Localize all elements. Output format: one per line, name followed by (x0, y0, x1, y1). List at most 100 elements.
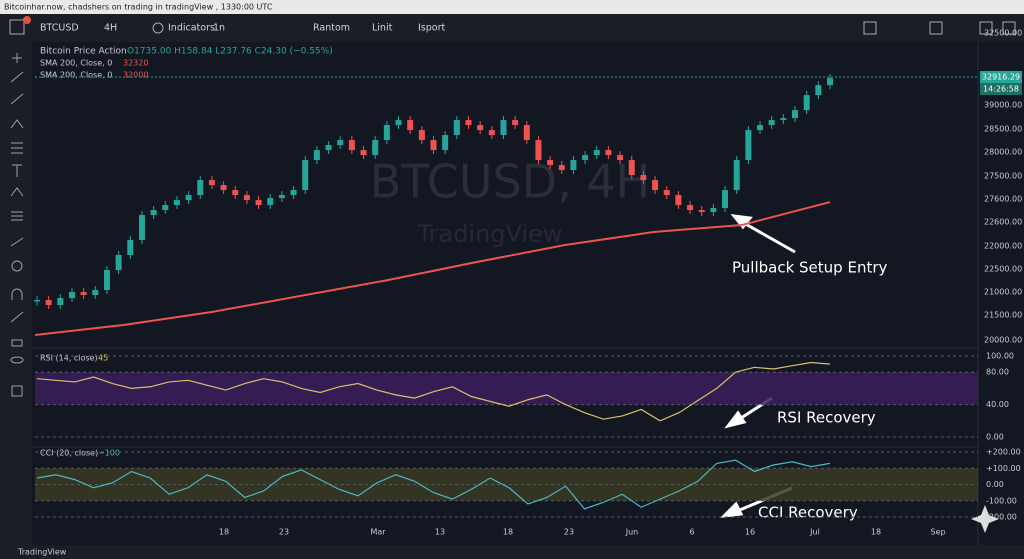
bottom-bar (0, 545, 1024, 559)
countdown: 14:26:58 (983, 85, 1019, 94)
symbol[interactable]: BTCUSD (40, 23, 79, 34)
candle (325, 145, 332, 151)
time-axis-label: 16 (745, 528, 755, 537)
brand: TradingView (17, 548, 67, 557)
indicator-axis-label: 80.00 (986, 368, 1009, 377)
candle (255, 200, 262, 206)
candle (488, 130, 495, 136)
time-axis-label: Mar (370, 528, 386, 537)
sidebar (0, 42, 32, 545)
candle (722, 190, 729, 209)
time-axis-label: 23 (564, 528, 574, 537)
candle (407, 120, 414, 131)
layout-button[interactable] (863, 21, 877, 35)
price-axis-label: 27500.00 (984, 172, 1022, 181)
camera-button[interactable] (979, 21, 993, 35)
watermark-brand: TradingView (416, 220, 562, 248)
candle (558, 165, 565, 171)
candle (150, 210, 157, 216)
candle (360, 150, 367, 156)
time-axis-label: Sep (930, 528, 945, 537)
candle (512, 120, 519, 126)
import-button[interactable]: Isport (418, 23, 445, 34)
time-axis-label: Jul (809, 528, 820, 537)
candle (687, 205, 694, 211)
title-bar (0, 0, 1024, 14)
candle (302, 160, 309, 191)
candle (733, 160, 740, 191)
price-axis-label: 32500.00 (984, 29, 1022, 38)
legend-sma: SMA 200, Close, 0 (40, 71, 112, 80)
time-axis-label: 6 (689, 528, 694, 537)
indicators-button[interactable]: Indicators (168, 23, 215, 34)
candle (547, 160, 554, 166)
last-price: 32916.29 (982, 73, 1020, 82)
limit-button[interactable]: Linit (372, 23, 393, 34)
annotation: Pullback Setup Entry (732, 259, 887, 277)
candle (628, 160, 635, 176)
candle (827, 78, 833, 86)
indicator-axis-label: 40.00 (986, 400, 1009, 409)
candle (395, 120, 402, 126)
tool-icons[interactable] (10, 53, 24, 397)
add-icon (152, 22, 164, 34)
candle (185, 195, 192, 201)
price-axis-label: 39000.00 (984, 101, 1022, 110)
price-axis-label: 21000.00 (984, 288, 1022, 297)
candle (430, 140, 437, 151)
candle (267, 198, 274, 206)
interval[interactable]: 4H (104, 23, 117, 34)
candle (57, 298, 64, 306)
candle (768, 120, 775, 126)
candle (220, 185, 227, 191)
candle (780, 118, 787, 121)
candle (477, 125, 484, 131)
time-axis-label: Jun (625, 528, 639, 537)
legend-sma: SMA 200, Close, 0 (40, 59, 112, 68)
compare-button[interactable]: 1n (213, 23, 225, 34)
candle (92, 290, 99, 296)
candle (197, 180, 204, 196)
legend-sma-value: 32320 (123, 59, 148, 68)
candle (582, 155, 589, 161)
annotation: RSI Recovery (777, 409, 876, 427)
candle (68, 292, 75, 299)
candle (337, 140, 344, 146)
price-axis-label: 22500.00 (984, 265, 1022, 274)
window-title: Bitcoinhar.now, chadshers on trading in … (4, 3, 273, 12)
time-axis-label: 18 (219, 528, 229, 537)
menu-button[interactable] (9, 19, 25, 35)
settings-button[interactable] (929, 21, 943, 35)
candle (535, 140, 542, 161)
indicator-line (36, 361, 831, 422)
price-axis-label: 28000.00 (984, 148, 1022, 157)
random-button[interactable]: Rantom (313, 23, 350, 34)
candle (675, 195, 682, 206)
cci-legend-value: −100 (98, 449, 120, 458)
candle (383, 125, 390, 141)
candle (34, 300, 40, 302)
candle (500, 120, 507, 136)
candle (418, 130, 425, 141)
candle (617, 155, 624, 161)
candle (523, 125, 530, 141)
indicator-line (36, 459, 831, 510)
legend-sma-value: 32000 (123, 71, 148, 80)
candle (640, 175, 647, 181)
rsi-legend-value: 45 (98, 354, 108, 363)
price-axis-label: 27600.00 (984, 195, 1022, 204)
indicator-axis-label: +200.00 (986, 448, 1021, 457)
candle (127, 240, 134, 256)
time-axis-label: 18 (871, 528, 881, 537)
candle (138, 215, 145, 241)
candle (465, 120, 472, 126)
candle (45, 300, 52, 306)
sparkle-icon (971, 505, 999, 533)
toolbar (0, 14, 1024, 42)
fullscreen-button[interactable] (1002, 21, 1016, 35)
legend-ohlc: O1735.00 H158.84 L237.76 C24.30 (−0.55%) (127, 47, 333, 57)
last-price-tag (980, 71, 1022, 83)
indicator-axis-label: -200.00 (986, 513, 1017, 522)
price-axis-label: 28500.00 (984, 125, 1022, 134)
